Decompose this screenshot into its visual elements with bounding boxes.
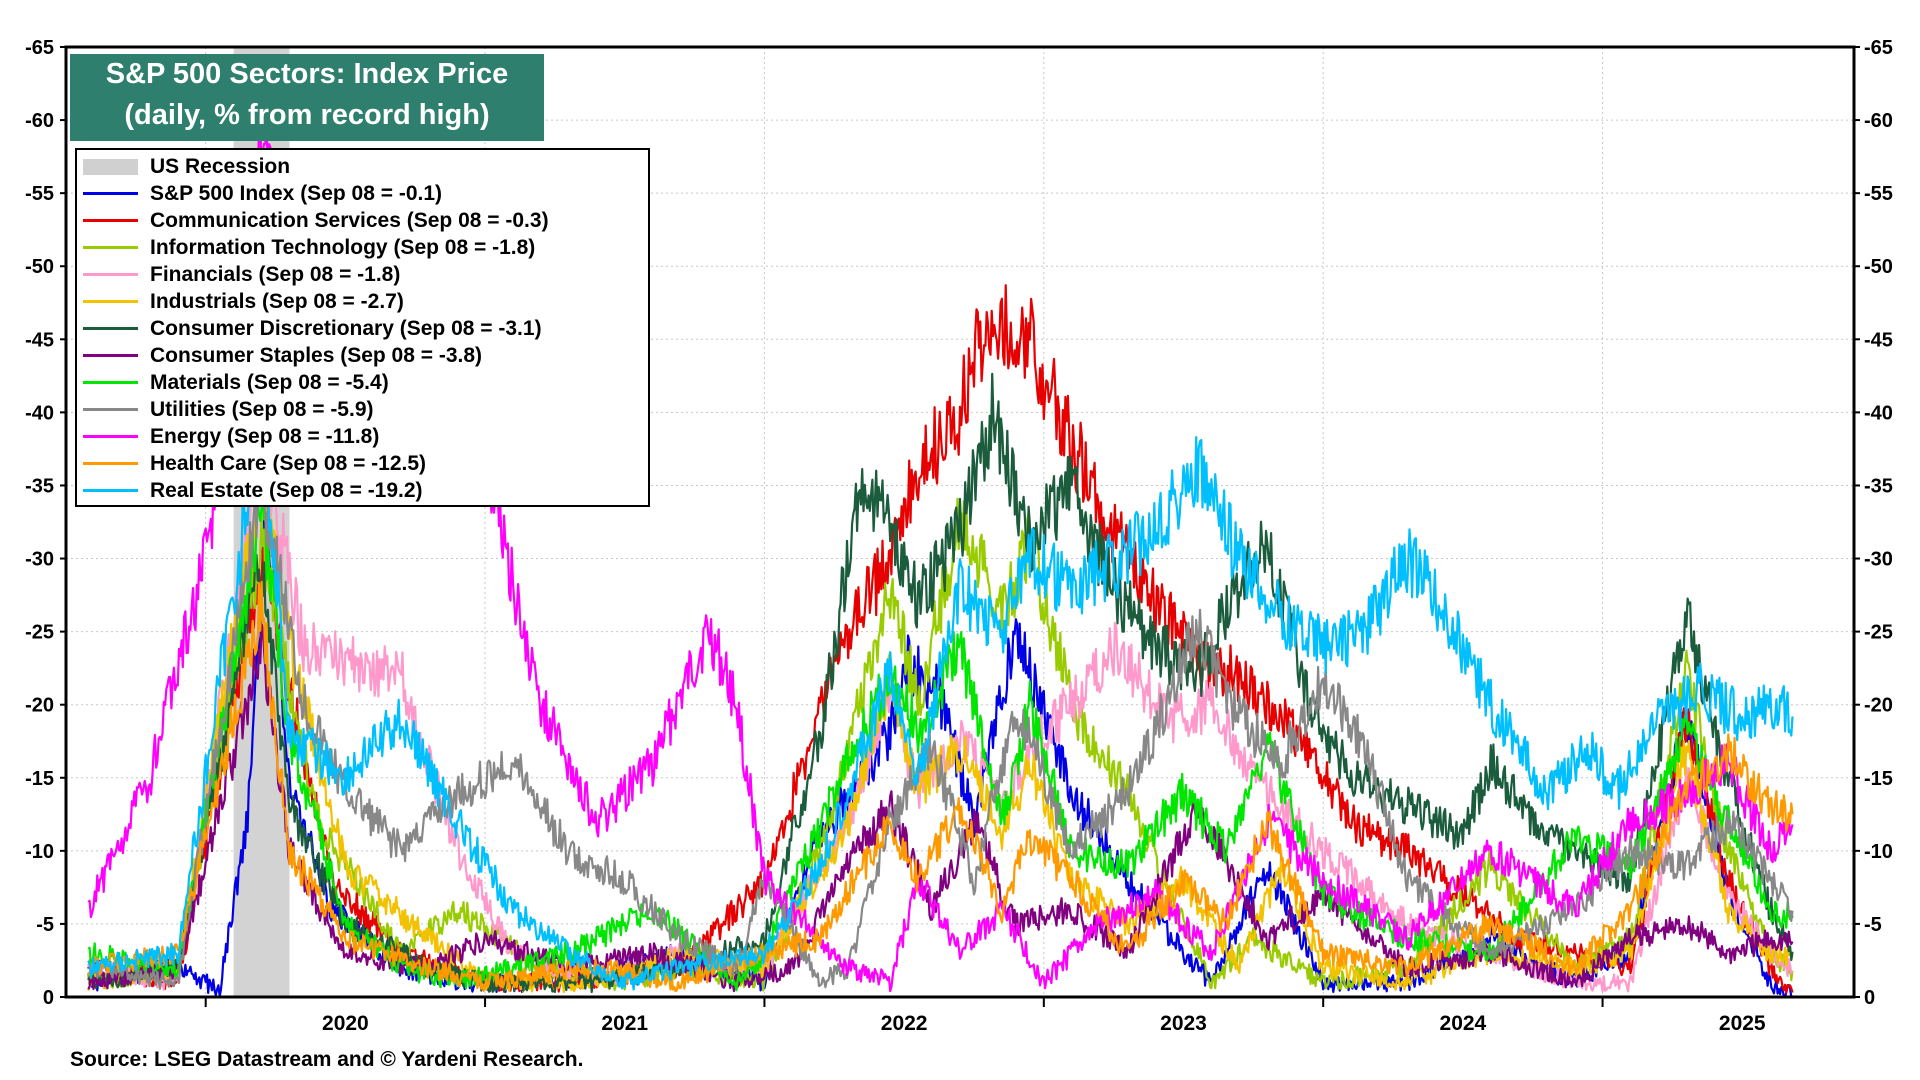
legend-item: Consumer Staples (Sep 08 = -3.8): [83, 342, 648, 369]
x-tick-label: 2020: [322, 1012, 369, 1035]
legend-swatch: [83, 219, 138, 222]
y-tick-label: -40: [25, 402, 54, 424]
legend-swatch: [83, 300, 138, 303]
y-tick-label: -55: [25, 183, 54, 205]
y-tick-label-right: -30: [1864, 549, 1893, 571]
legend-label: Consumer Staples (Sep 08 = -3.8): [150, 343, 483, 367]
legend-label: US Recession: [150, 154, 291, 178]
legend-swatch: [83, 435, 138, 438]
y-tick-label: -50: [25, 256, 54, 278]
y-tick-label: -10: [25, 841, 54, 863]
series-line-4: [87, 447, 1794, 994]
legend-item: Consumer Discretionary (Sep 08 = -3.1): [83, 315, 648, 342]
y-tick-label-right: -10: [1864, 841, 1893, 863]
y-tick-label-right: -25: [1864, 622, 1893, 644]
legend-item: Materials (Sep 08 = -5.4): [83, 369, 648, 396]
source-note: Source: LSEG Datastream and © Yardeni Re…: [70, 1048, 584, 1071]
y-tick-label-right: -65: [1864, 37, 1893, 59]
legend-swatch: [83, 489, 138, 492]
series-line-5: [87, 372, 1794, 994]
legend-swatch: [83, 408, 138, 411]
legend-item: Information Technology (Sep 08 = -1.8): [83, 234, 648, 261]
legend-swatch: [83, 327, 138, 330]
legend-swatch: [83, 192, 138, 195]
legend-item: Energy (Sep 08 = -11.8): [83, 423, 648, 450]
y-tick-label-right: -40: [1864, 402, 1893, 424]
y-tick-label: -25: [25, 622, 54, 644]
y-tick-label-right: -20: [1864, 695, 1893, 717]
legend-item: Utilities (Sep 08 = -5.9): [83, 396, 648, 423]
series-line-2: [87, 496, 1794, 992]
chart-subtitle: (daily, % from record high): [124, 99, 490, 131]
series-line-8: [88, 474, 1794, 990]
legend-swatch: [83, 354, 138, 357]
legend-label: Health Care (Sep 08 = -12.5): [150, 451, 427, 475]
y-tick-label: -5: [36, 914, 54, 936]
legend: US Recession S&P 500 Index (Sep 08 = -0.…: [75, 148, 650, 507]
series-line-11: [87, 401, 1794, 991]
legend-label: Consumer Discretionary (Sep 08 = -3.1): [150, 316, 542, 340]
legend-label: Industrials (Sep 08 = -2.7): [150, 289, 404, 313]
y-tick-label-right: -15: [1864, 768, 1893, 790]
legend-label: Real Estate (Sep 08 = -19.2): [150, 478, 423, 502]
y-tick-label: -65: [25, 37, 54, 59]
y-tick-label: -60: [25, 110, 54, 132]
legend-label: Communication Services (Sep 08 = -0.3): [150, 208, 549, 232]
chart-title-box: S&P 500 Sectors: Index Price (daily, % f…: [70, 54, 544, 141]
legend-swatch: [83, 246, 138, 249]
y-tick-label: 0: [43, 987, 54, 1009]
y-tick-label-right: -35: [1864, 475, 1893, 497]
chart-title: S&P 500 Sectors: Index Price: [105, 58, 509, 90]
legend-label: S&P 500 Index (Sep 08 = -0.1): [150, 181, 443, 205]
y-tick-label-right: -5: [1864, 914, 1882, 936]
legend-swatch: [83, 381, 138, 384]
y-tick-label: -45: [25, 329, 54, 351]
x-tick-label: 2021: [601, 1012, 648, 1035]
y-tick-label: -35: [25, 475, 54, 497]
legend-item: Real Estate (Sep 08 = -19.2): [83, 477, 648, 504]
y-tick-label-right: -45: [1864, 329, 1893, 351]
x-tick-label: 2022: [881, 1012, 928, 1035]
series-line-10: [87, 580, 1794, 993]
y-tick-label: -15: [25, 768, 54, 790]
legend-label: Financials (Sep 08 = -1.8): [150, 262, 401, 286]
legend-item-recession: US Recession: [83, 153, 648, 180]
legend-item: Communication Services (Sep 08 = -0.3): [83, 207, 648, 234]
y-tick-label-right: -60: [1864, 110, 1893, 132]
y-tick-label-right: -55: [1864, 183, 1893, 205]
plot-frame: [64, 45, 1856, 999]
legend-item: Financials (Sep 08 = -1.8): [83, 261, 648, 288]
legend-item: S&P 500 Index (Sep 08 = -0.1): [83, 180, 648, 207]
legend-item: Industrials (Sep 08 = -2.7): [83, 288, 648, 315]
legend-swatch: [83, 462, 138, 465]
y-tick-label-right: -50: [1864, 256, 1893, 278]
x-tick-label: 2024: [1440, 1012, 1487, 1035]
legend-label: Materials (Sep 08 = -5.4): [150, 370, 389, 394]
recession-swatch: [83, 158, 138, 175]
y-tick-label-right: 0: [1864, 987, 1875, 1009]
legend-item: Health Care (Sep 08 = -12.5): [83, 450, 648, 477]
legend-label: Information Technology (Sep 08 = -1.8): [150, 235, 536, 259]
legend-label: Energy (Sep 08 = -11.8): [150, 424, 380, 448]
x-tick-label: 2023: [1160, 1012, 1207, 1035]
y-tick-label: -20: [25, 695, 54, 717]
x-tick-label: 2025: [1719, 1012, 1766, 1035]
y-tick-label: -30: [25, 549, 54, 571]
legend-label: Utilities (Sep 08 = -5.9): [150, 397, 374, 421]
legend-swatch: [83, 273, 138, 276]
